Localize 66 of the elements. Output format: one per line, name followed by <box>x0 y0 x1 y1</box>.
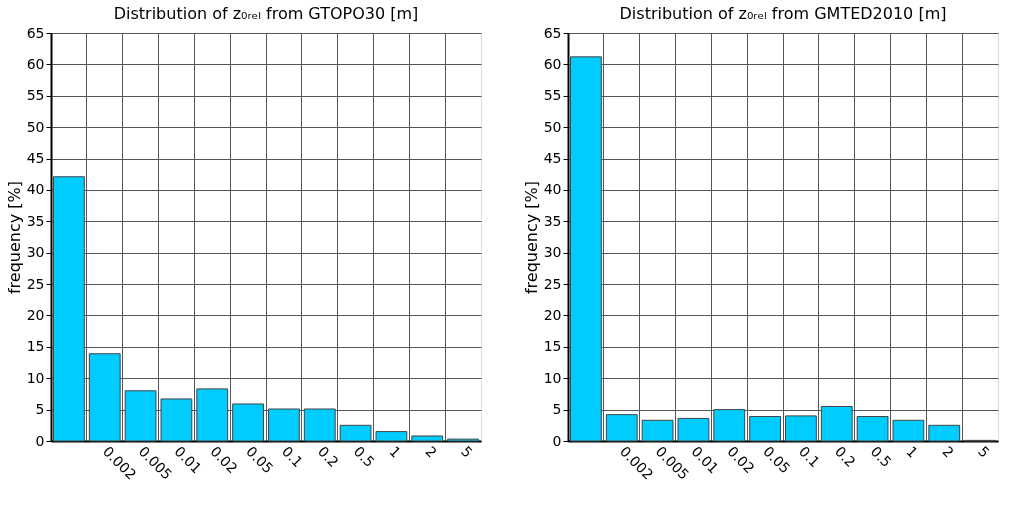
y-tick-label: 25 <box>26 275 45 292</box>
y-tick-label: 60 <box>543 55 562 72</box>
y-axis-title: frequency [%] <box>4 180 24 295</box>
bar <box>232 403 264 442</box>
x-tick-label: 0.5 <box>867 443 895 471</box>
x-tick-label: 5 <box>975 443 993 461</box>
bar <box>892 419 925 442</box>
bar <box>677 417 710 442</box>
x-tick-label: 5 <box>458 443 476 461</box>
bar <box>303 408 336 442</box>
y-tick-label: 10 <box>26 369 45 386</box>
y-tick-label: 50 <box>543 118 562 135</box>
y-tick-label: 45 <box>26 150 45 167</box>
y-tick-label: 40 <box>543 181 562 198</box>
y-tick-label: 65 <box>26 24 45 41</box>
y-tick-label: 65 <box>543 24 562 41</box>
y-tick-label: 35 <box>543 212 562 229</box>
y-tick-label: 0 <box>35 432 45 449</box>
bar <box>856 416 889 442</box>
y-tick-label: 20 <box>26 306 45 323</box>
bar <box>820 405 853 442</box>
bar <box>88 353 121 442</box>
y-tick-label: 0 <box>552 432 562 449</box>
bar <box>605 414 638 442</box>
bar <box>124 390 157 442</box>
y-tick-label: 50 <box>26 118 45 135</box>
bar <box>928 424 961 442</box>
chart-title: Distribution of z₀ᵣₑₗ from GTOPO30 [m] <box>113 4 419 23</box>
x-tick-label: 0.2 <box>314 443 342 471</box>
y-tick-label: 20 <box>543 306 562 323</box>
y-tick-label: 30 <box>543 244 562 261</box>
x-tick-label: 0.2 <box>831 443 859 471</box>
bar <box>339 424 372 442</box>
x-tick-label: 0.5 <box>350 443 378 471</box>
bar <box>196 388 229 442</box>
y-tick-label: 55 <box>26 87 45 104</box>
bar <box>749 416 781 442</box>
x-tick-label: 2 <box>939 443 957 461</box>
y-tick-label: 5 <box>552 401 562 418</box>
bar <box>713 409 746 442</box>
y-tick-label: 15 <box>26 338 45 355</box>
bar <box>411 435 444 442</box>
y-tick-label: 25 <box>543 275 562 292</box>
y-tick-label: 10 <box>543 369 562 386</box>
x-tick-label: 1 <box>386 443 405 461</box>
bar <box>641 419 674 442</box>
bar <box>268 408 300 442</box>
y-tick-label: 60 <box>26 55 45 72</box>
y-tick-label: 45 <box>543 150 562 167</box>
y-axis-title: frequency [%] <box>521 180 541 295</box>
bar <box>53 176 85 442</box>
y-tick-label: 5 <box>35 401 45 418</box>
bar <box>375 431 408 442</box>
y-tick-label: 15 <box>543 338 562 355</box>
bar <box>785 415 817 442</box>
y-tick-label: 30 <box>26 244 45 261</box>
bar <box>160 398 193 442</box>
x-tick-label: 2 <box>422 443 440 461</box>
chart-title: Distribution of z₀ᵣₑₗ from GMTED2010 [m] <box>619 4 947 23</box>
x-tick-label: 0.1 <box>795 443 824 471</box>
x-tick-label: 1 <box>903 443 922 461</box>
y-tick-label: 55 <box>543 87 562 104</box>
bar <box>570 56 602 442</box>
y-tick-label: 40 <box>26 181 45 198</box>
y-tick-label: 35 <box>26 212 45 229</box>
x-tick-label: 0.1 <box>278 443 307 471</box>
